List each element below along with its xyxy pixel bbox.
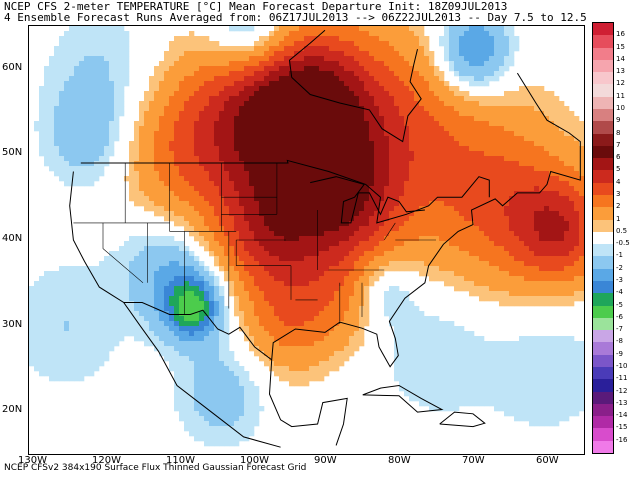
colorbar-label: -5 (616, 300, 623, 309)
colorbar-label: -7 (616, 325, 623, 334)
lon-label: 60W (536, 455, 559, 466)
colorbar (592, 22, 614, 454)
title-line-1: NCEP CFS 2-meter TEMPERATURE [°C] Mean F… (4, 0, 508, 13)
colorbar-swatch (593, 317, 613, 331)
title-line-2: 4 Ensemble Forecast Runs Averaged from: … (4, 11, 587, 24)
lon-label: 130W (18, 455, 47, 466)
lat-label: 50N (2, 147, 23, 159)
colorbar-label: 5 (616, 165, 621, 174)
colorbar-label: -9 (616, 349, 623, 358)
lon-label: 110W (166, 455, 195, 466)
colorbar-swatch (593, 170, 613, 184)
colorbar-label: -2 (616, 263, 623, 272)
colorbar-swatch (593, 403, 613, 417)
colorbar-swatch (593, 121, 613, 135)
colorbar-swatch (593, 96, 613, 110)
colorbar-label: 10 (616, 104, 625, 112)
lon-label: 90W (314, 455, 337, 466)
temperature-anomaly-field (29, 26, 584, 448)
colorbar-label: 15 (616, 42, 625, 51)
lat-label: 40N (2, 233, 23, 244)
colorbar-swatch (593, 379, 613, 393)
colorbar-swatch (593, 268, 613, 282)
colorbar-label: 12 (616, 79, 625, 88)
lon-label: 100W (240, 455, 269, 466)
colorbar-label: -15 (616, 423, 628, 432)
colorbar-label: -10 (616, 362, 628, 370)
lat-label: 20N (2, 404, 23, 416)
colorbar-label: 2 (616, 202, 621, 211)
colorbar-swatch (593, 72, 613, 85)
colorbar-label: -1 (616, 251, 623, 260)
colorbar-label: -12 (616, 386, 628, 395)
colorbar-swatch (593, 195, 613, 208)
colorbar-label: -4 (616, 288, 623, 297)
colorbar-swatch (593, 182, 613, 196)
colorbar-label: 4 (616, 177, 621, 186)
colorbar-swatch (593, 84, 613, 98)
colorbar-label: -8 (616, 337, 623, 346)
colorbar-swatch (593, 416, 613, 429)
forecast-map (28, 25, 585, 455)
colorbar-swatch (593, 281, 613, 294)
colorbar-swatch (593, 219, 613, 233)
colorbar-swatch (593, 305, 613, 319)
colorbar-label: 7 (616, 140, 621, 149)
colorbar-label: 16 (616, 30, 625, 39)
colorbar-label: 9 (616, 116, 621, 125)
colorbar-label: -16 (616, 435, 628, 444)
colorbar-label: -14 (616, 411, 628, 420)
colorbar-swatch (593, 354, 613, 368)
lon-label: 70W (462, 455, 485, 466)
lon-label: 120W (92, 455, 121, 466)
colorbar-label: 8 (616, 128, 621, 137)
colorbar-swatch (593, 440, 613, 454)
lon-label: 80W (388, 455, 411, 466)
lat-label: 30N (2, 318, 23, 330)
colorbar-swatch (593, 23, 613, 36)
colorbar-label: 11 (616, 91, 625, 100)
colorbar-swatch (593, 330, 613, 343)
colorbar-label: -11 (616, 374, 628, 383)
colorbar-swatch (593, 47, 613, 61)
colorbar-swatch (593, 133, 613, 147)
colorbar-swatch (593, 244, 613, 257)
colorbar-swatch (593, 59, 613, 73)
colorbar-swatch (593, 231, 613, 245)
colorbar-swatch (593, 109, 613, 122)
colorbar-swatch (593, 367, 613, 380)
colorbar-label: 13 (616, 67, 625, 76)
colorbar-swatch (593, 35, 613, 49)
colorbar-label: 14 (616, 54, 625, 63)
colorbar-swatch (593, 391, 613, 405)
colorbar-label: -3 (616, 276, 623, 284)
colorbar-swatch (593, 207, 613, 221)
colorbar-swatch (593, 256, 613, 270)
grid-footer: NCEP CFSv2 384x190 Surface Flux Thinned … (4, 463, 307, 473)
lat-label: 60N (2, 61, 23, 73)
colorbar-label: 0.5 (616, 226, 628, 235)
colorbar-swatch (593, 293, 613, 307)
colorbar-label: -13 (616, 398, 628, 407)
colorbar-label: 1 (616, 214, 621, 223)
colorbar-swatch (593, 342, 613, 356)
colorbar-label: 6 (616, 153, 621, 162)
colorbar-label: 3 (616, 190, 621, 198)
coastlines (69, 29, 581, 448)
anomaly-cells (29, 26, 584, 447)
colorbar-label: -6 (616, 312, 623, 321)
colorbar-swatch (593, 145, 613, 159)
colorbar-swatch (593, 428, 613, 442)
colorbar-swatch (593, 158, 613, 171)
colorbar-label: -0.5 (616, 239, 630, 248)
